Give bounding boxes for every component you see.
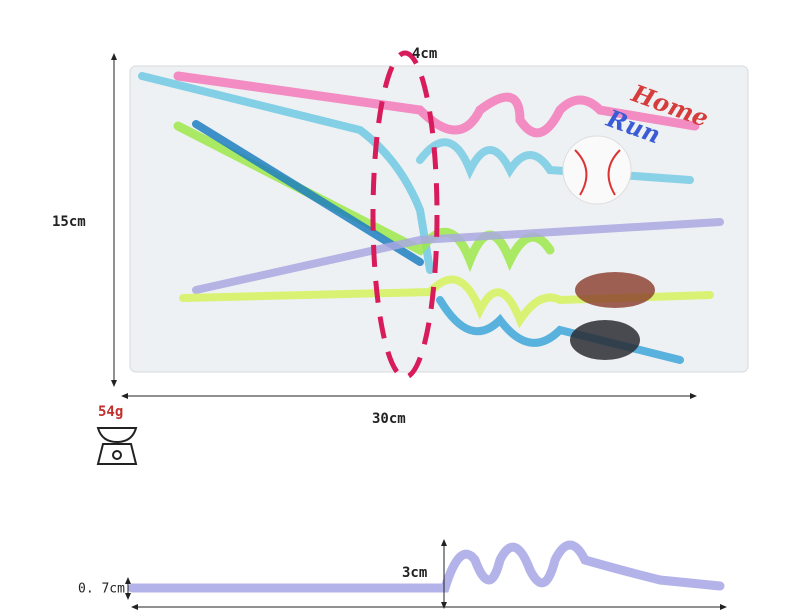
weight-label: 54g — [98, 404, 123, 420]
diameter-label: 4cm — [412, 46, 437, 62]
straw-diameter-label: 0. 7cm — [78, 582, 125, 597]
bird-charm — [570, 320, 640, 360]
baseball-charm — [562, 135, 632, 205]
diameter-marker — [370, 50, 440, 380]
straws — [138, 71, 724, 364]
coil-label: 3cm — [402, 565, 427, 581]
length-label: 30cm — [372, 411, 406, 427]
scale-icon — [96, 427, 138, 465]
glove-charm — [575, 272, 655, 308]
height-label: 15cm — [52, 214, 86, 230]
sample-straw — [127, 540, 725, 593]
